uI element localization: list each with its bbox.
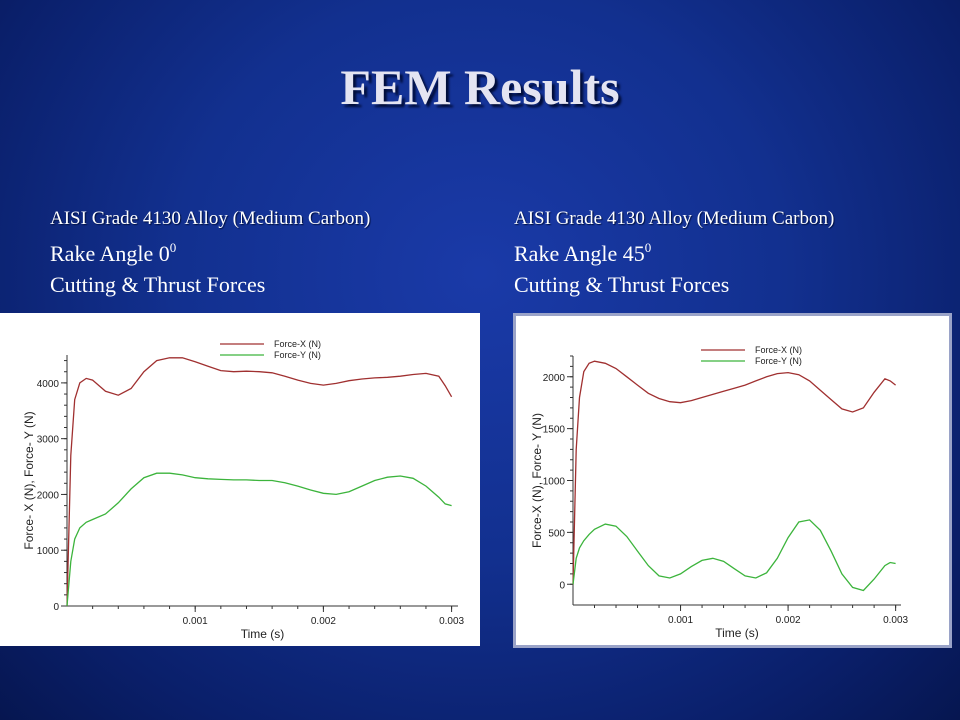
series-line-force-x	[66, 357, 453, 607]
y-tick-label: 4000	[37, 379, 60, 390]
y-tick-label: 1000	[37, 546, 60, 557]
slide-title: FEM Results	[340, 59, 620, 115]
x-tick-label: 0.001	[668, 615, 693, 626]
y-tick-label: 2000	[543, 373, 566, 384]
y-tick-label: 1500	[543, 425, 566, 436]
chart-panel-rake-0: 0 1000 2000 3000 4000 0.001 0.002 0.003 Time (s)…	[0, 313, 480, 646]
y-axis-label: Force- X (N), Force- Y (N)	[22, 411, 36, 549]
force-chart-rake-0: 0 1000 2000 3000 4000 0.001 0.002 0.003 Time (s)…	[22, 339, 465, 641]
rake-angle-label: Rake Angle 00	[50, 232, 370, 269]
legend-label: Force-X (N)	[755, 345, 802, 355]
legend-label: Force-X (N)	[274, 339, 321, 349]
caption-left: AISI Grade 4130 Alloy (Medium Carbon) Ra…	[50, 206, 370, 300]
rake-angle-text: Rake Angle 45	[514, 241, 645, 266]
series-line-force-x	[572, 360, 896, 585]
x-tick-label: 0.003	[439, 616, 464, 627]
y-tick-label: 0	[559, 580, 565, 591]
y-tick-label: 0	[53, 602, 59, 613]
y-tick-label: 1000	[543, 477, 566, 488]
x-axis-label: Time (s)	[715, 626, 759, 640]
x-tick-label: 0.003	[883, 615, 908, 626]
y-tick-label: 3000	[37, 435, 60, 446]
forces-label: Cutting & Thrust Forces	[514, 272, 730, 297]
alloy-label: AISI Grade 4130 Alloy (Medium Carbon)	[50, 208, 371, 229]
x-axis-label: Time (s)	[241, 627, 285, 641]
y-axis-label: Force-X (N), Force- Y (N)	[530, 413, 544, 548]
chart-panel-rake-45: 0 500 1000 1500 2000 0.001 0.002 0.003 Time (s) F…	[513, 313, 952, 648]
series-line-force-y	[66, 472, 452, 607]
rake-angle-sup: 0	[169, 240, 177, 255]
legend-label: Force-Y (N)	[274, 350, 321, 360]
rake-angle-text: Rake Angle 0	[50, 241, 170, 266]
rake-angle-sup: 0	[644, 240, 652, 255]
caption-right: AISI Grade 4130 Alloy (Medium Carbon) Ra…	[514, 206, 834, 300]
forces-label: Cutting & Thrust Forces	[50, 272, 266, 297]
force-chart-rake-45: 0 500 1000 1500 2000 0.001 0.002 0.003 Time (s) F…	[530, 345, 909, 640]
y-tick-label: 2000	[37, 490, 60, 501]
legend-label: Force-Y (N)	[755, 356, 802, 366]
rake-angle-label: Rake Angle 450	[514, 232, 834, 269]
series-line-force-y	[572, 519, 896, 592]
alloy-label: AISI Grade 4130 Alloy (Medium Carbon)	[514, 208, 835, 229]
x-tick-label: 0.002	[776, 615, 801, 626]
x-tick-label: 0.002	[311, 616, 336, 627]
y-tick-label: 500	[548, 528, 565, 539]
x-tick-label: 0.001	[183, 616, 208, 627]
